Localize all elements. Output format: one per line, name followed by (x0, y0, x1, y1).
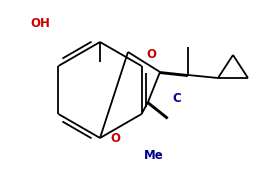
Text: Me: Me (143, 149, 163, 162)
Text: O: O (111, 132, 121, 145)
Text: O: O (147, 48, 157, 61)
Text: OH: OH (30, 17, 50, 30)
Text: C: C (172, 92, 181, 105)
